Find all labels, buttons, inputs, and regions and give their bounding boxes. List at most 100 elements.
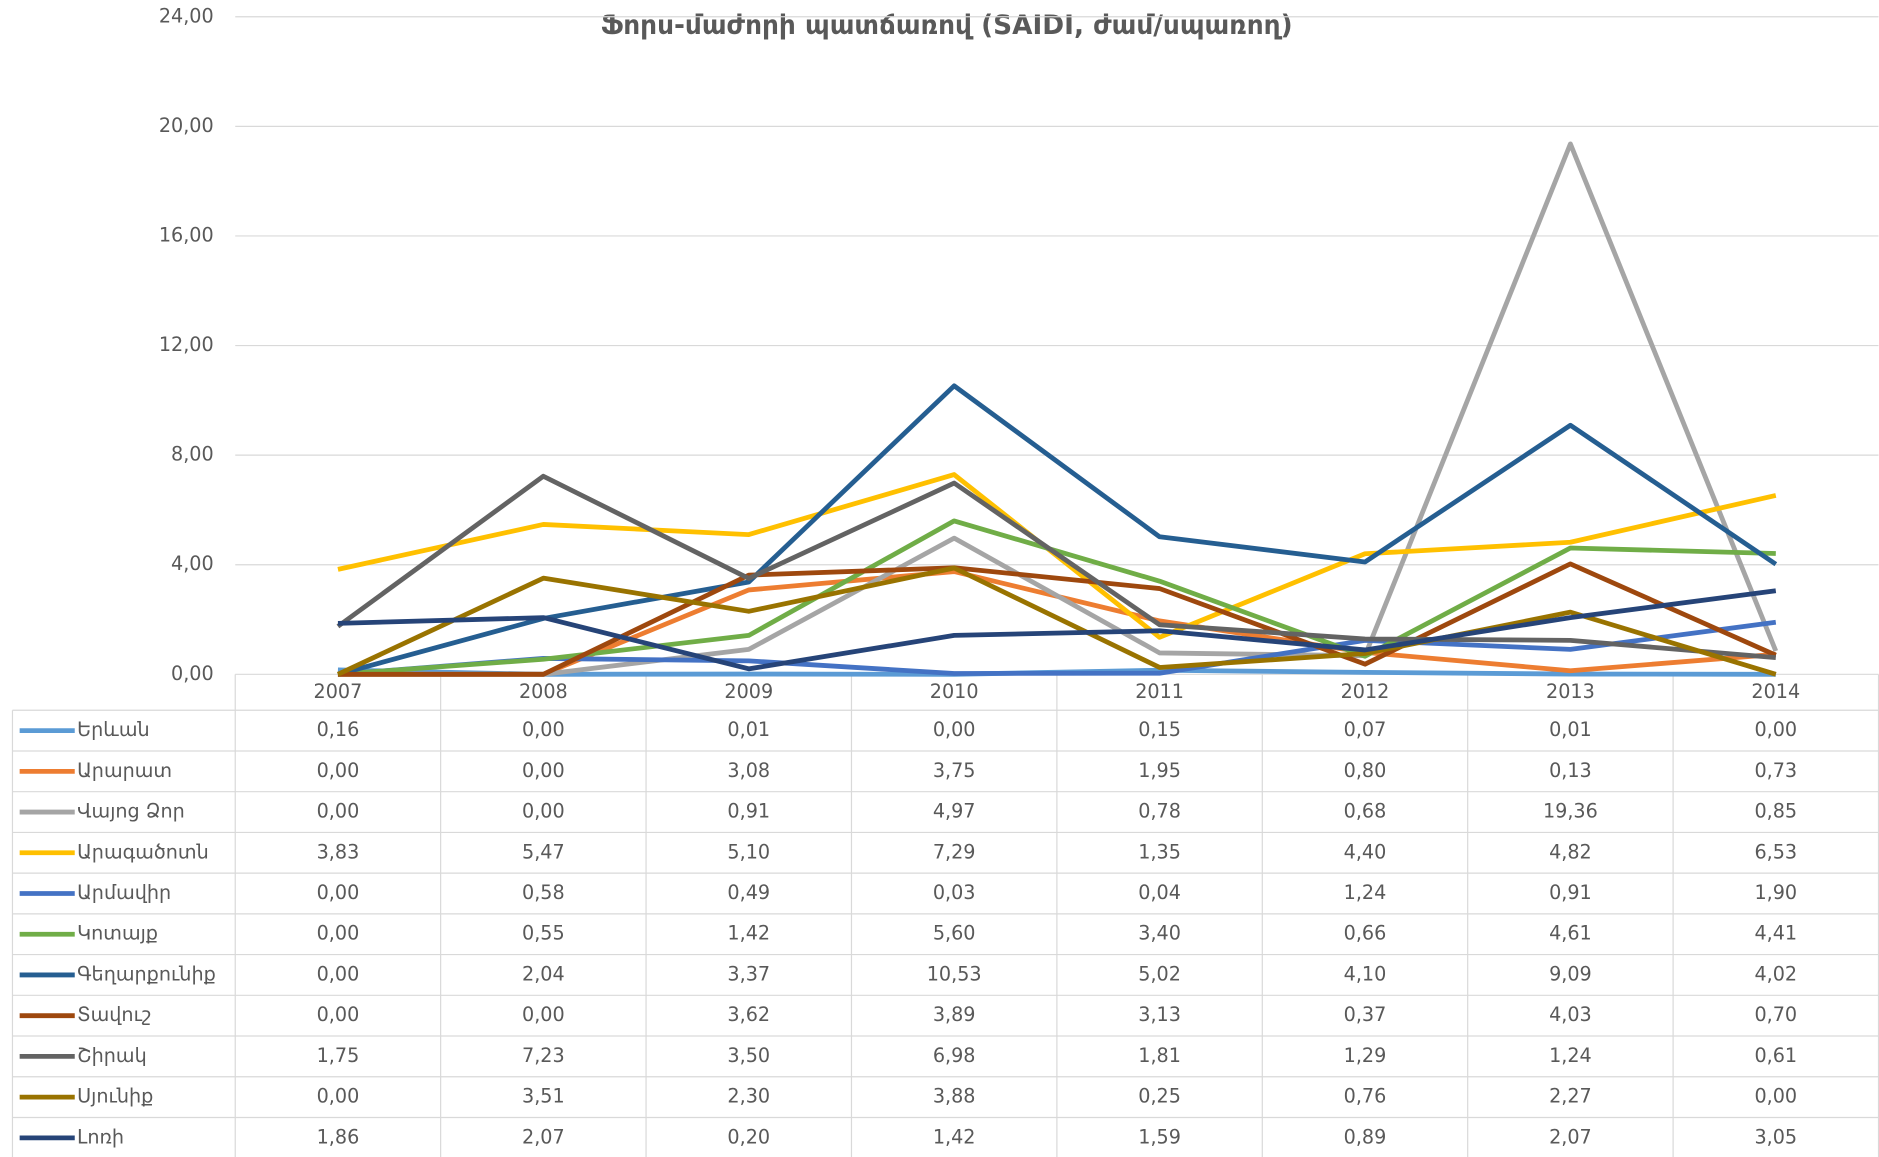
table-cell: 0,01 bbox=[1549, 718, 1592, 741]
table-cell: 5,60 bbox=[933, 922, 976, 945]
y-tick-label: 12,00 bbox=[159, 333, 214, 356]
table-cell: 0,00 bbox=[317, 962, 360, 985]
table-cell: 0,07 bbox=[1344, 718, 1387, 741]
table-cell: 1,24 bbox=[1344, 881, 1387, 904]
table-cell: 5,02 bbox=[1138, 962, 1181, 985]
table-cell: 3,75 bbox=[933, 759, 976, 782]
series-line bbox=[337, 561, 1777, 677]
y-tick-label: 4,00 bbox=[171, 552, 214, 575]
table-cell: 4,97 bbox=[933, 800, 976, 823]
legend-label: Արագածոտն bbox=[77, 840, 209, 863]
table-cell: 3,08 bbox=[727, 759, 770, 782]
series-line bbox=[336, 565, 1777, 677]
table-cell: 1,86 bbox=[317, 1125, 360, 1148]
table-cell: 0,91 bbox=[727, 800, 770, 823]
table-cell: 0,00 bbox=[317, 1085, 360, 1108]
table-cell: 0,76 bbox=[1344, 1085, 1387, 1108]
table-cell: 5,10 bbox=[727, 840, 770, 863]
table-cell: 6,98 bbox=[933, 1044, 976, 1067]
table-cell: 2,07 bbox=[522, 1125, 565, 1148]
table-cell: 3,88 bbox=[933, 1085, 976, 1108]
table-cell: 4,10 bbox=[1344, 962, 1387, 985]
x-tick-label: 2013 bbox=[1546, 680, 1595, 703]
table-cell: 3,83 bbox=[317, 840, 360, 863]
table-cell: 1,90 bbox=[1754, 881, 1797, 904]
legend-label: Վայոց Ձոր bbox=[77, 800, 185, 823]
table-cell: 1,42 bbox=[933, 1125, 976, 1148]
table-cell: 3,50 bbox=[727, 1044, 770, 1067]
table-cell: 0,25 bbox=[1138, 1085, 1181, 1108]
y-tick-label: 0,00 bbox=[171, 662, 214, 685]
table-cell: 0,68 bbox=[1344, 800, 1387, 823]
x-tick-label: 2008 bbox=[519, 680, 568, 703]
table-cell: 0,66 bbox=[1344, 922, 1387, 945]
table-cell: 1,81 bbox=[1138, 1044, 1181, 1067]
table-cell: 0,70 bbox=[1754, 1003, 1797, 1026]
table-cell: 0,00 bbox=[317, 1003, 360, 1026]
table-cell: 0,61 bbox=[1754, 1044, 1797, 1067]
table-cell: 2,30 bbox=[727, 1085, 770, 1108]
table-cell: 1,29 bbox=[1344, 1044, 1387, 1067]
table-cell: 4,02 bbox=[1754, 962, 1797, 985]
chart-title: Ֆորս-մաժորի պատճառով (SAIDI, ժամ/սպառող) bbox=[601, 11, 1293, 41]
table-cell: 0,15 bbox=[1138, 718, 1181, 741]
table-cell: 0,89 bbox=[1344, 1125, 1387, 1148]
legend-label: Արարատ bbox=[77, 759, 172, 782]
legend-label: Տավուշ bbox=[77, 1003, 151, 1026]
series-line bbox=[336, 473, 1777, 660]
table-cell: 1,35 bbox=[1138, 840, 1181, 863]
table-cell: 19,36 bbox=[1543, 800, 1598, 823]
series-line bbox=[337, 383, 1778, 677]
table-cell: 4,82 bbox=[1549, 840, 1592, 863]
legend-label: Սյունիք bbox=[77, 1085, 153, 1108]
table-cell: 3,62 bbox=[727, 1003, 770, 1026]
x-tick-label: 2010 bbox=[930, 680, 979, 703]
table-cell: 0,00 bbox=[522, 800, 565, 823]
table-cell: 0,00 bbox=[1754, 1085, 1797, 1108]
table-cell: 1,59 bbox=[1138, 1125, 1181, 1148]
y-tick-label: 24,00 bbox=[159, 4, 214, 27]
table-cell: 1,24 bbox=[1549, 1044, 1592, 1067]
table-cell: 4,61 bbox=[1549, 922, 1592, 945]
x-tick-label: 2009 bbox=[724, 680, 773, 703]
table-cell: 0,16 bbox=[317, 718, 360, 741]
table-cell: 4,03 bbox=[1549, 1003, 1592, 1026]
table-cell: 0,04 bbox=[1138, 881, 1181, 904]
table-cell: 6,53 bbox=[1754, 840, 1797, 863]
table-cell: 3,51 bbox=[522, 1085, 565, 1108]
table-cell: 2,27 bbox=[1549, 1085, 1592, 1108]
table-cell: 0,78 bbox=[1138, 800, 1181, 823]
table-cell: 0,01 bbox=[727, 718, 770, 741]
table-cell: 0,80 bbox=[1344, 759, 1387, 782]
legend-label: Լոռի bbox=[77, 1125, 124, 1148]
table-cell: 4,40 bbox=[1344, 840, 1387, 863]
table-cell: 7,29 bbox=[933, 840, 976, 863]
table-cell: 0,00 bbox=[522, 1003, 565, 1026]
table-cell: 0,00 bbox=[933, 718, 976, 741]
series-line bbox=[337, 619, 1777, 677]
table-cell: 0,13 bbox=[1549, 759, 1592, 782]
table-cell: 0,00 bbox=[522, 759, 565, 782]
table-cell: 3,13 bbox=[1138, 1003, 1181, 1026]
table-cell: 9,09 bbox=[1549, 962, 1592, 985]
table-cell: 0,00 bbox=[317, 922, 360, 945]
table-cell: 3,89 bbox=[933, 1003, 976, 1026]
table-cell: 4,41 bbox=[1754, 922, 1797, 945]
legend-label: Շիրակ bbox=[77, 1044, 147, 1067]
table-cell: 1,75 bbox=[317, 1044, 360, 1067]
legend-label: Գեղարքունիք bbox=[77, 962, 216, 985]
y-tick-label: 16,00 bbox=[159, 223, 214, 246]
table-cell: 3,40 bbox=[1138, 922, 1181, 945]
x-tick-label: 2014 bbox=[1751, 680, 1800, 703]
table-cell: 0,00 bbox=[1754, 718, 1797, 741]
table-cell: 2,04 bbox=[522, 962, 565, 985]
table-cell: 0,49 bbox=[727, 881, 770, 904]
series-line bbox=[337, 141, 1779, 677]
legend-label: Կոտայք bbox=[77, 922, 158, 945]
table-cell: 0,00 bbox=[522, 718, 565, 741]
table-cell: 1,95 bbox=[1138, 759, 1181, 782]
table-cell: 5,47 bbox=[522, 840, 565, 863]
table-cell: 1,42 bbox=[727, 922, 770, 945]
x-tick-label: 2012 bbox=[1341, 680, 1390, 703]
